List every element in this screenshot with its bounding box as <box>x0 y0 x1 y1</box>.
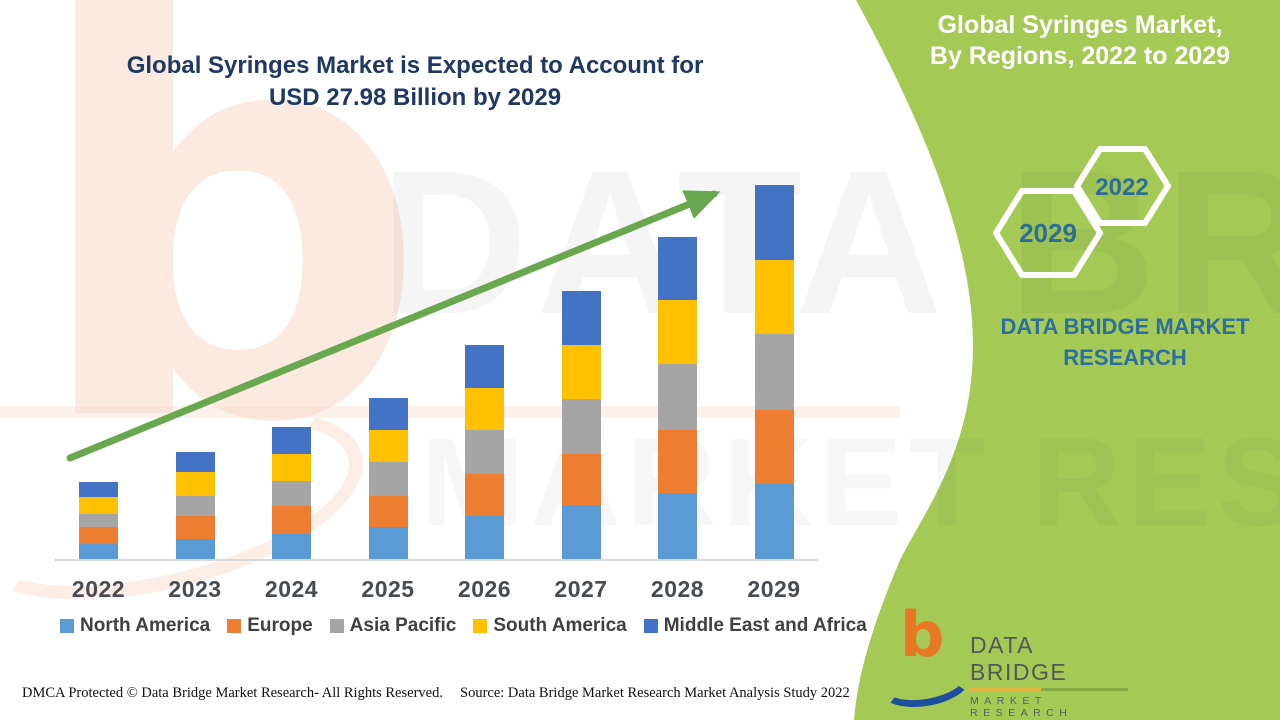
bar-2022-segment-asia-pacific <box>79 514 118 527</box>
x-axis-label-2023: 2023 <box>168 576 222 602</box>
bar-2023 <box>175 452 215 559</box>
dmca-notice: DMCA Protected © Data Bridge Market Rese… <box>22 685 443 701</box>
logo-b-icon: b <box>900 598 945 671</box>
legend-item-north-america: North America <box>60 615 210 637</box>
legend-swatch-icon <box>329 619 344 633</box>
bar-2024-segment-north-america <box>272 534 311 559</box>
bar-2022-segment-europe <box>79 527 118 544</box>
bar-2024-segment-middle-east-and-africa <box>272 427 311 454</box>
bar-2028-segment-south-america <box>658 300 697 364</box>
x-axis-label-2028: 2028 <box>650 576 705 602</box>
legend-swatch-icon <box>473 619 488 633</box>
bar-2026-segment-south-america <box>465 388 504 430</box>
source-note: Source: Data Bridge Market Research Mark… <box>460 685 850 701</box>
legend-label: North America <box>80 615 211 636</box>
bar-2025-segment-asia-pacific <box>368 462 408 496</box>
bar-2026 <box>465 345 504 559</box>
hexagon-2029-label: 2029 <box>1019 218 1077 248</box>
legend-item-asia-pacific: Asia Pacific <box>329 615 457 637</box>
bar-2023-segment-middle-east-and-africa <box>175 452 215 472</box>
logo-text-block: DATA BRIDGE MARKET RESEARCH <box>970 632 1132 719</box>
legend-label: Middle East and Africa <box>663 615 867 636</box>
logo-subtitle: MARKET RESEARCH <box>970 695 1073 719</box>
panel-heading: Global Syringes Market, By Regions, 2022… <box>900 10 1260 71</box>
hexagon-2029: 2029 <box>993 188 1103 278</box>
bar-2024-segment-asia-pacific <box>272 481 311 506</box>
bar-2027-segment-middle-east-and-africa <box>561 291 601 345</box>
bar-2027-segment-asia-pacific <box>561 399 601 454</box>
x-axis-label-2027: 2027 <box>554 576 608 602</box>
panel-heading-line2: By Regions, 2022 to 2029 <box>929 41 1231 70</box>
bar-2025-segment-south-america <box>368 430 408 462</box>
legend-label: South America <box>493 615 627 636</box>
logo-name: DATA BRIDGE <box>970 632 1068 685</box>
legend-swatch-icon <box>227 619 242 633</box>
bar-2023-segment-asia-pacific <box>175 496 215 516</box>
x-axis-label-2025: 2025 <box>361 576 415 602</box>
bar-2023-segment-north-america <box>175 539 215 559</box>
year-hexagons: 2029 2022 <box>993 146 1171 278</box>
bar-2024-segment-europe <box>272 506 311 534</box>
bar-2028 <box>658 237 697 559</box>
bar-2027 <box>561 291 601 559</box>
x-axis-label-2022: 2022 <box>71 576 126 602</box>
bar-2025-segment-europe <box>368 496 408 527</box>
bar-2029-segment-north-america <box>754 484 794 559</box>
bar-2025 <box>368 398 408 559</box>
legend-label: Asia Pacific <box>349 615 457 636</box>
logo-underline <box>970 688 1128 691</box>
legend-swatch-icon <box>60 619 74 633</box>
hexagon-2022: 2022 <box>1074 146 1171 226</box>
bar-2027-segment-north-america <box>561 505 601 559</box>
bar-2026-segment-europe <box>465 474 504 516</box>
bar-2024-segment-south-america <box>272 454 311 481</box>
chart-title-line1: Global Syringes Market is Expected to Ac… <box>126 52 704 79</box>
bar-2029-segment-middle-east-and-africa <box>754 185 794 260</box>
chart-legend: North America Europe Asia Pacific South Ame… <box>60 615 867 637</box>
bar-2029 <box>754 185 794 559</box>
brand-text: DATA BRIDGE MARKET RESEARCH <box>1000 314 1250 370</box>
legend-label: Europe <box>247 615 313 636</box>
chart-title: Global Syringes Market is Expected to Ac… <box>110 50 720 114</box>
legend-swatch-icon <box>643 619 658 633</box>
bar-2022-segment-middle-east-and-africa <box>79 482 118 497</box>
legend-item-south-america: South America <box>473 615 627 637</box>
bar-2027-segment-europe <box>561 454 601 505</box>
bar-2029-segment-south-america <box>754 260 794 334</box>
bar-2023-segment-europe <box>175 516 215 539</box>
legend-item-middle-east-and-africa: Middle East and Africa <box>643 615 867 637</box>
bar-2022-segment-north-america <box>79 544 118 559</box>
watermark-text-marketresearch: MARKET RESEARCH <box>420 420 1280 545</box>
bar-2025-segment-middle-east-and-africa <box>368 398 408 430</box>
bar-2029-segment-europe <box>754 410 794 484</box>
legend-item-europe: Europe <box>227 615 313 637</box>
hexagon-2022-label: 2022 <box>1095 174 1148 201</box>
bar-2026-segment-asia-pacific <box>465 430 504 474</box>
x-axis-label-2024: 2024 <box>264 576 319 602</box>
bar-2028-segment-asia-pacific <box>658 364 697 430</box>
bar-2022 <box>79 482 118 559</box>
chart-title-line2: USD 27.98 Billion by 2029 <box>268 83 562 111</box>
bar-2026-segment-north-america <box>465 516 504 559</box>
bar-2022-segment-south-america <box>79 497 118 514</box>
bar-2023-segment-south-america <box>175 472 215 496</box>
bar-2027-segment-south-america <box>561 345 601 399</box>
bar-2028-segment-middle-east-and-africa <box>658 237 697 300</box>
x-axis-label-2029: 2029 <box>747 576 801 602</box>
panel-heading-line1: Global Syringes Market, <box>937 11 1223 39</box>
bar-2024 <box>272 427 311 559</box>
bar-2028-segment-north-america <box>658 493 697 559</box>
x-axis-label-2026: 2026 <box>457 576 512 602</box>
bar-2026-segment-middle-east-and-africa <box>465 345 504 388</box>
x-axis-line <box>55 559 818 561</box>
databridge-logo: b DATA BRIDGE MARKET RESEARCH <box>874 604 1132 719</box>
bar-2028-segment-europe <box>658 430 697 493</box>
bar-2025-segment-north-america <box>368 527 408 559</box>
bar-2029-segment-asia-pacific <box>754 334 794 410</box>
